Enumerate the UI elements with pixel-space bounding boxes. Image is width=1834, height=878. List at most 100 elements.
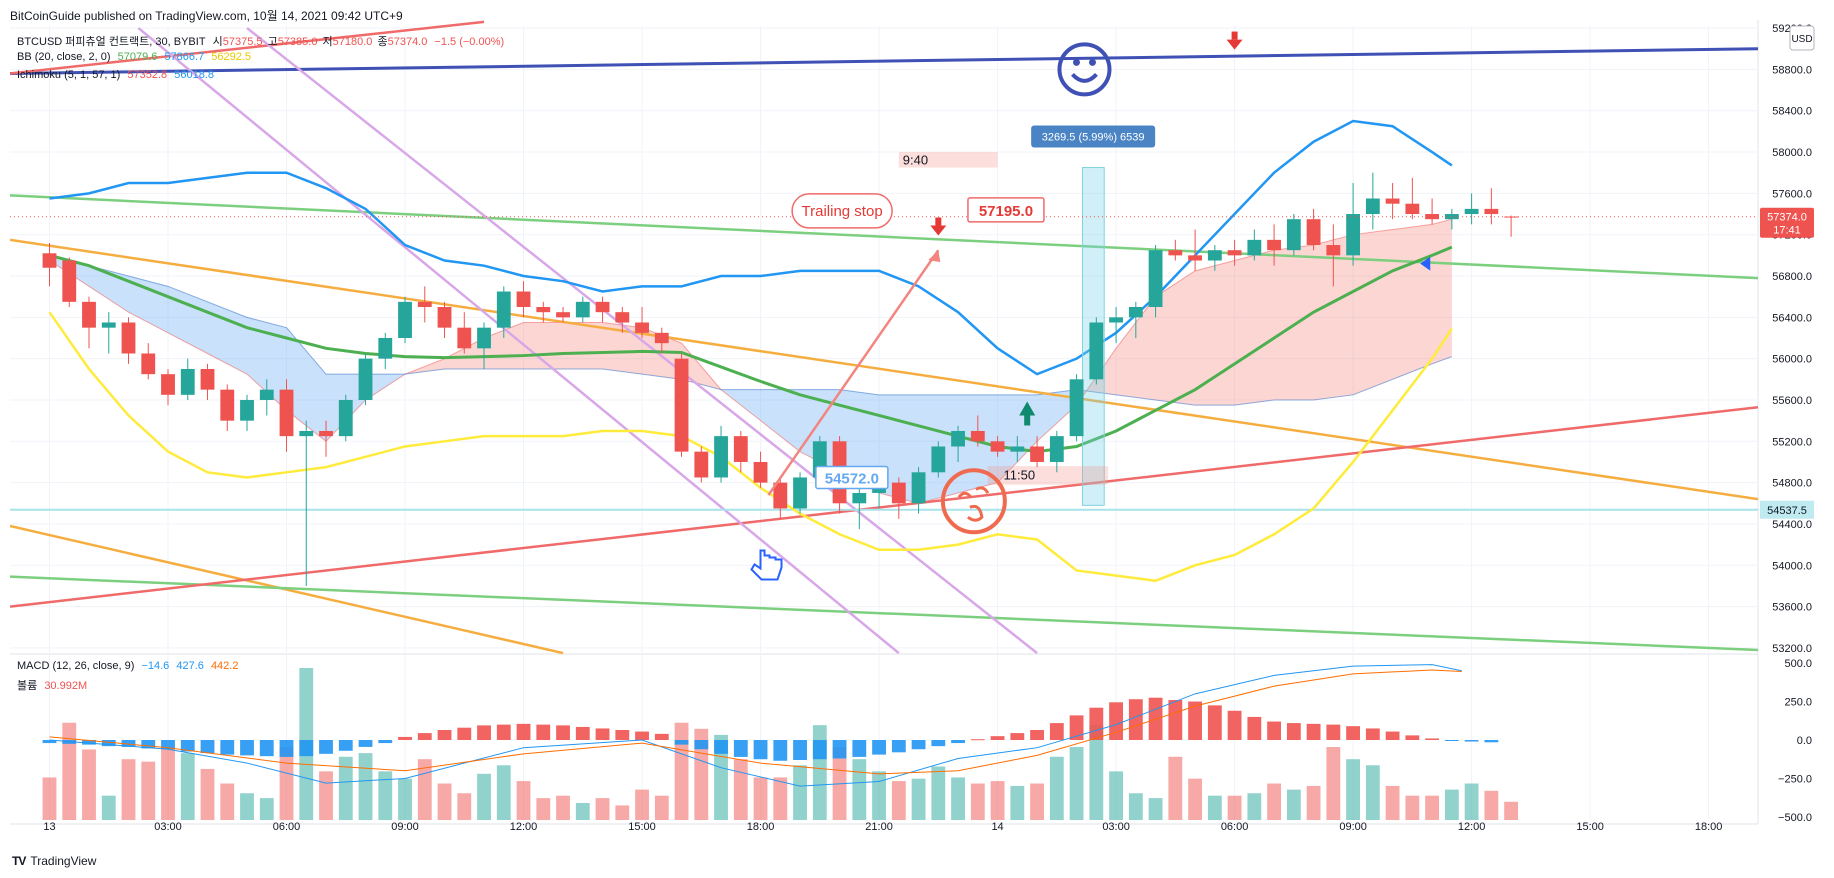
ichimoku-cloud-segment xyxy=(760,389,801,452)
candle xyxy=(477,322,491,369)
macd-line xyxy=(49,664,1462,787)
price-tick-label: 54400.0 xyxy=(1772,519,1812,531)
dizzy-face-icon xyxy=(940,468,1007,535)
candle xyxy=(1128,301,1143,338)
macd-hist-bar xyxy=(161,740,175,750)
candle xyxy=(1227,239,1242,266)
symbol-title: BTCUSD 퍼피츄얼 컨트랙트, 30, BYBIT xyxy=(17,36,206,48)
macd-hist-bar xyxy=(1188,701,1202,740)
candle xyxy=(161,368,175,406)
candle xyxy=(1286,214,1301,256)
bb-legend: BB (20, close, 2, 0) 57079.6 57866.7 562… xyxy=(17,51,255,63)
ichimoku-legend: Ichimoku (5, 1, 57, 1) 57352.8 56018.8 xyxy=(17,69,218,81)
candle xyxy=(1405,177,1420,220)
last-price-label: 57374.0 xyxy=(1767,212,1807,224)
countdown-label: 17:41 xyxy=(1773,225,1801,237)
symbol-legend: BTCUSD 퍼피츄얼 컨트랙트, 30, BYBIT 시57375.5 고57… xyxy=(17,33,512,49)
candle xyxy=(457,312,472,354)
blue-side-arrow-icon xyxy=(1420,256,1431,271)
low-price-box: 54572.0 xyxy=(815,465,889,490)
candle xyxy=(694,446,709,483)
trailing-stop-label: Trailing stop xyxy=(802,203,883,220)
volume-bar xyxy=(615,805,630,820)
candle xyxy=(496,286,511,338)
hand-pointer-icon xyxy=(750,549,783,581)
currency-badge-box xyxy=(1789,25,1815,51)
volume-bar xyxy=(180,753,195,820)
volume-bar xyxy=(694,728,709,820)
volume-bar xyxy=(812,725,827,820)
volume-bar xyxy=(654,795,669,820)
orange-upper-trendline xyxy=(10,238,1758,501)
candle-body xyxy=(240,399,254,421)
time-tick-label: 18:00 xyxy=(1695,821,1723,833)
candle xyxy=(1247,229,1262,261)
candle xyxy=(575,296,590,323)
volume-bar xyxy=(1365,765,1380,820)
candle xyxy=(1326,224,1341,287)
macd-hist-bar xyxy=(496,724,511,740)
volume-bar xyxy=(516,781,531,820)
candle-body xyxy=(1168,250,1183,256)
candle-body xyxy=(496,291,511,328)
sell-arrow-icon xyxy=(1226,39,1243,50)
candle-body xyxy=(694,451,709,478)
candle-body xyxy=(773,482,788,509)
candle-body xyxy=(1504,216,1519,218)
volume-bar xyxy=(1326,747,1341,820)
time-tick-label: 06:00 xyxy=(1221,821,1249,833)
candle-body xyxy=(319,430,333,437)
candle xyxy=(437,301,452,338)
volume-bar xyxy=(200,768,215,820)
macd-hist-bar xyxy=(1444,740,1459,741)
volume-bar xyxy=(970,783,985,820)
candle-body xyxy=(1326,245,1341,256)
volume-bar xyxy=(437,783,452,820)
ichimoku-a-value: 57352.8 xyxy=(127,69,168,81)
macd-hist-bar xyxy=(1326,724,1341,740)
candle-body xyxy=(911,472,926,504)
volume-bar xyxy=(1069,747,1084,820)
candle xyxy=(516,281,531,318)
macd-hist-bar xyxy=(635,731,649,740)
volume-bar xyxy=(891,781,906,820)
macd-hist-bar xyxy=(773,740,788,761)
macd-hist-bar xyxy=(733,740,748,757)
candle xyxy=(1109,307,1123,344)
time-tick-label: 15:00 xyxy=(1576,821,1604,833)
volume-bar xyxy=(496,765,511,820)
candle xyxy=(141,343,156,380)
macd-tick-label: 500.0 xyxy=(1784,658,1812,670)
candle-body xyxy=(141,353,156,375)
candle xyxy=(891,477,906,519)
candle-body xyxy=(1030,446,1044,462)
time-tick-label: 15:00 xyxy=(628,821,656,833)
candle-body xyxy=(1306,219,1321,246)
candle-body xyxy=(1484,208,1499,215)
candle xyxy=(121,317,136,364)
candle-body xyxy=(1365,198,1380,215)
volume-bar xyxy=(1247,793,1262,820)
macd-hist-bar xyxy=(299,740,314,757)
price-tick-label: 53600.0 xyxy=(1772,602,1812,614)
volume-bar xyxy=(1089,725,1104,820)
macd-hist-bar xyxy=(595,728,610,740)
candle xyxy=(358,353,373,406)
candle xyxy=(42,242,57,287)
volume-bar xyxy=(141,761,156,820)
macd-hist-bar xyxy=(1010,733,1025,740)
ichimoku-cloud-segment xyxy=(1392,224,1433,380)
volume-bar xyxy=(1504,801,1519,820)
candle-body xyxy=(457,327,472,349)
publish-header: BitCoinGuide published on TradingView.co… xyxy=(10,9,403,23)
support-price-badge: 54537.5 xyxy=(1760,500,1814,519)
sell-arrow-stem xyxy=(1231,31,1238,40)
candle-body xyxy=(299,430,314,437)
candle xyxy=(338,394,353,442)
measure-label-box: 3269.5 (5.99%) 6539 xyxy=(1031,125,1156,148)
candle-body xyxy=(1425,214,1440,220)
target-price-box: 57195.0 xyxy=(967,197,1045,223)
volume-bar xyxy=(1128,793,1143,820)
time-1150-label: 11:50 xyxy=(1003,467,1035,482)
